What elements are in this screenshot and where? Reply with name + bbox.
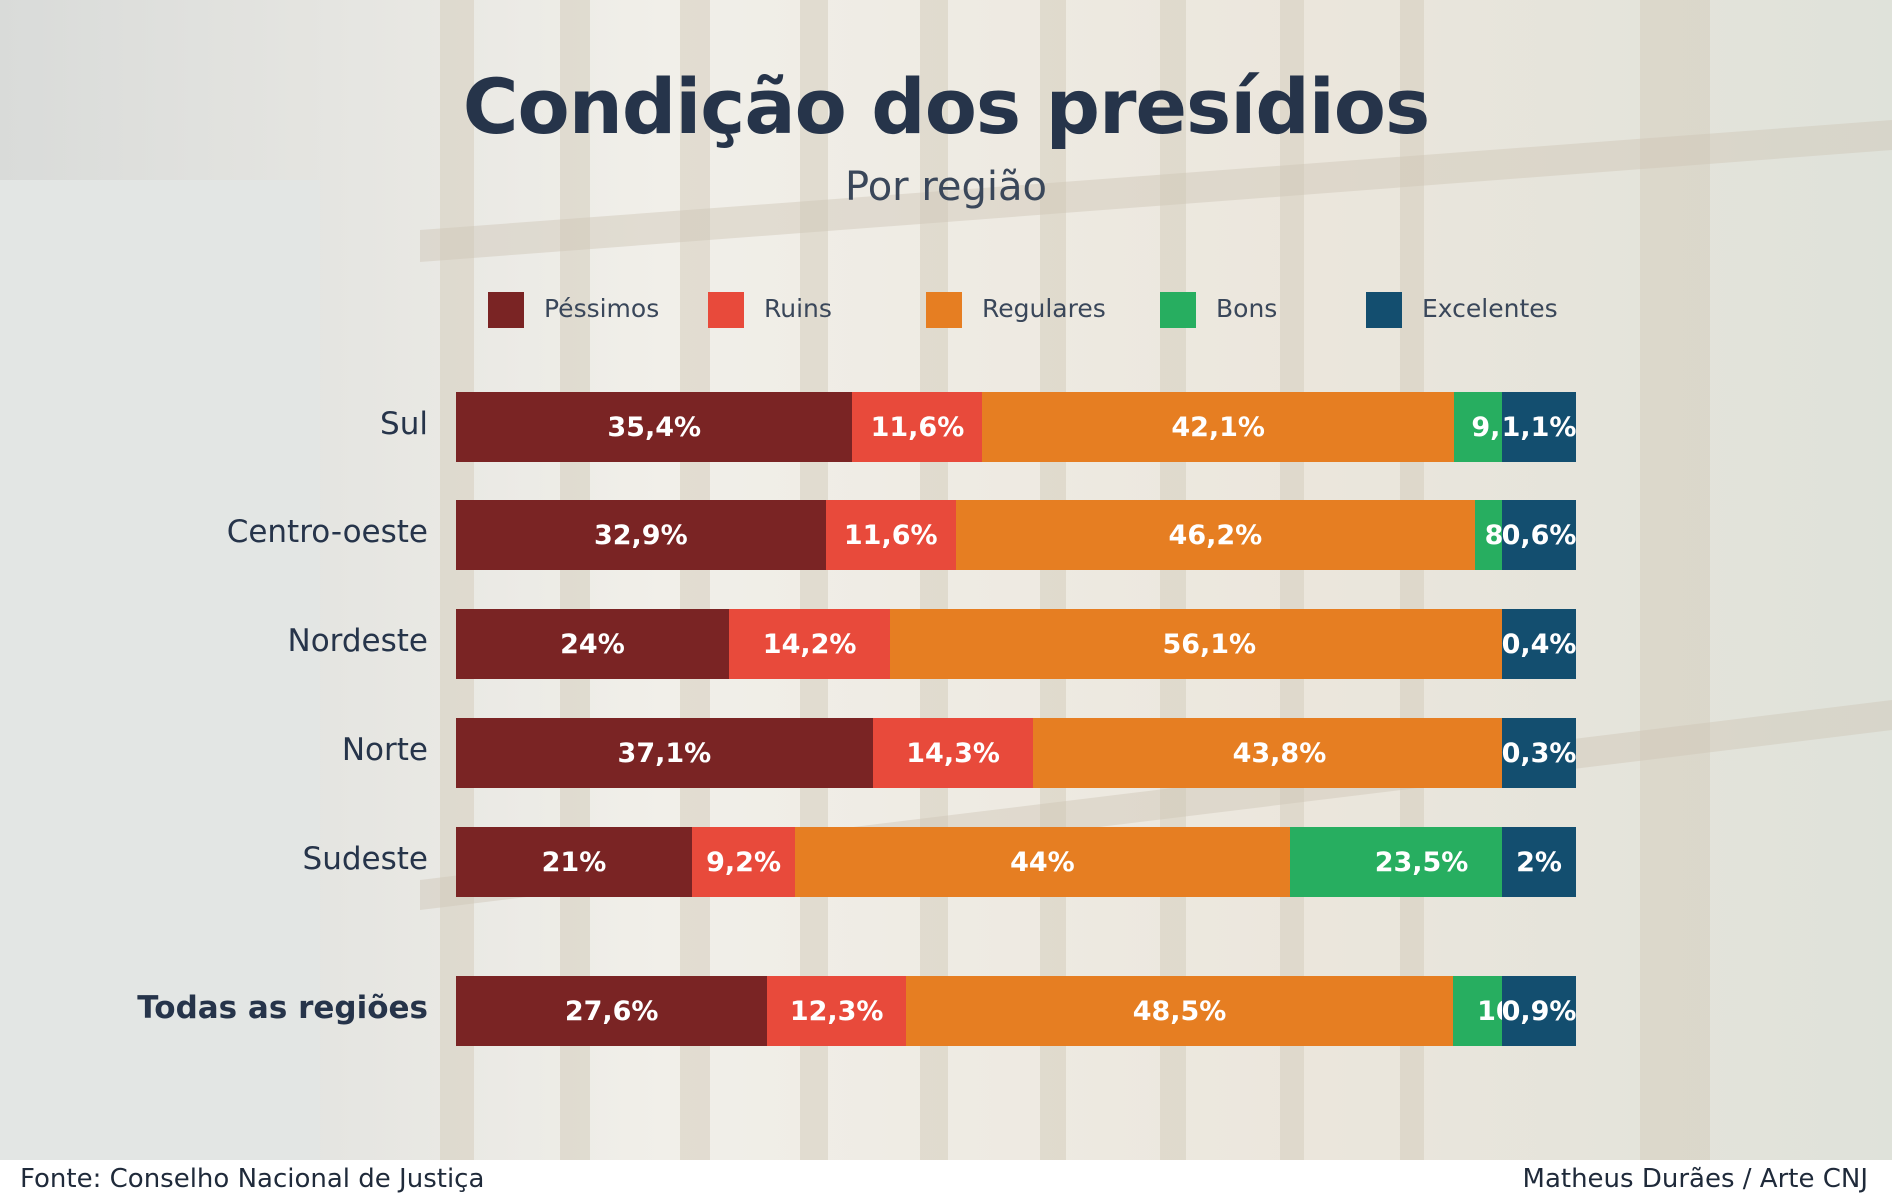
bar-segment: 24%	[456, 609, 729, 679]
bar-segment: 37,1%	[456, 718, 873, 788]
bar-segment: 35,4%	[456, 392, 853, 462]
bar-segment: 0,4%	[1502, 609, 1576, 679]
legend-swatch	[488, 292, 524, 328]
bar-segment: 56,1%	[890, 609, 1529, 679]
bar-segment: 0,6%	[1502, 500, 1576, 570]
legend-label: Péssimos	[544, 294, 660, 323]
row-label: Sul	[380, 406, 428, 442]
bar-segment: 1,1%	[1502, 392, 1576, 462]
bar-segment: 48,5%	[906, 976, 1454, 1046]
bar-segment: 14,3%	[872, 718, 1034, 788]
bar-segment: 32,9%	[456, 500, 826, 570]
credit-note: Matheus Durães / Arte CNJ	[1522, 1164, 1868, 1194]
row-label: Norte	[341, 732, 428, 768]
row-label: Centro-oeste	[226, 514, 428, 550]
bar-segment: 44%	[795, 827, 1290, 897]
legend-label: Bons	[1216, 294, 1278, 323]
bar-segment: 2%	[1502, 827, 1576, 897]
legend-label: Ruins	[764, 294, 832, 323]
bar-segment: 12,3%	[767, 976, 907, 1046]
row-label: Sudeste	[302, 841, 428, 877]
chart-title: Condição dos presídios	[462, 62, 1430, 151]
legend-label: Excelentes	[1422, 294, 1558, 323]
bar-segment: 42,1%	[982, 392, 1454, 462]
legend-swatch	[926, 292, 962, 328]
row-label: Nordeste	[287, 623, 428, 659]
bar-segment: 11,6%	[825, 500, 956, 570]
bar-segment: 0,3%	[1502, 718, 1576, 788]
legend-swatch	[708, 292, 744, 328]
source-note: Fonte: Conselho Nacional de Justiça	[20, 1164, 485, 1194]
legend-swatch	[1366, 292, 1402, 328]
bar-segment: 27,6%	[456, 976, 768, 1046]
legend-swatch	[1160, 292, 1196, 328]
bar-segment: 14,2%	[728, 609, 891, 679]
legend-label: Regulares	[982, 294, 1106, 323]
bar-segment: 43,8%	[1033, 718, 1526, 788]
row-label: Todas as regiões	[137, 990, 428, 1026]
bar-segment: 11,6%	[852, 392, 983, 462]
chart-subtitle: Por região	[845, 164, 1047, 210]
bar-segment: 9,2%	[691, 827, 796, 897]
bar-segment: 0,9%	[1502, 976, 1576, 1046]
bar-segment: 46,2%	[955, 500, 1475, 570]
bar-segment: 21%	[456, 827, 692, 897]
